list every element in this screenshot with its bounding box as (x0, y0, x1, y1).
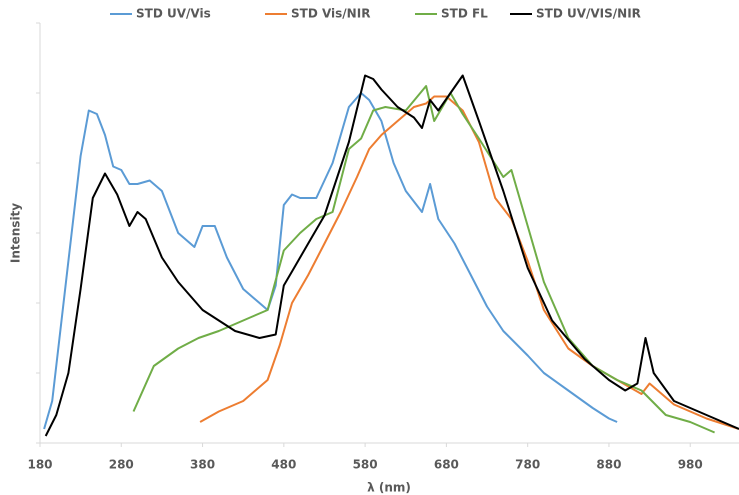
y-axis-label: Intensity (9, 203, 23, 263)
x-tick-label: 280 (109, 458, 134, 472)
x-tick-label: 680 (434, 458, 459, 472)
series-line (132, 85, 715, 434)
x-tick-label: 480 (271, 458, 296, 472)
x-tick-label: 880 (596, 458, 621, 472)
legend-label: STD UV/VIS/NIR (536, 7, 641, 21)
x-tick-label: 780 (515, 458, 540, 472)
legend-label: STD UV/Vis (136, 7, 211, 21)
x-axis-label: λ (nm) (367, 481, 411, 495)
series-line (43, 92, 618, 430)
legend-label: STD Vis/NIR (291, 7, 370, 21)
x-tick-label: 580 (353, 458, 378, 472)
x-tick-label: 980 (678, 458, 703, 472)
x-tick-label: 180 (27, 458, 52, 472)
series-line (44, 74, 739, 437)
x-tick-label: 380 (190, 458, 215, 472)
legend-label: STD FL (441, 7, 488, 21)
